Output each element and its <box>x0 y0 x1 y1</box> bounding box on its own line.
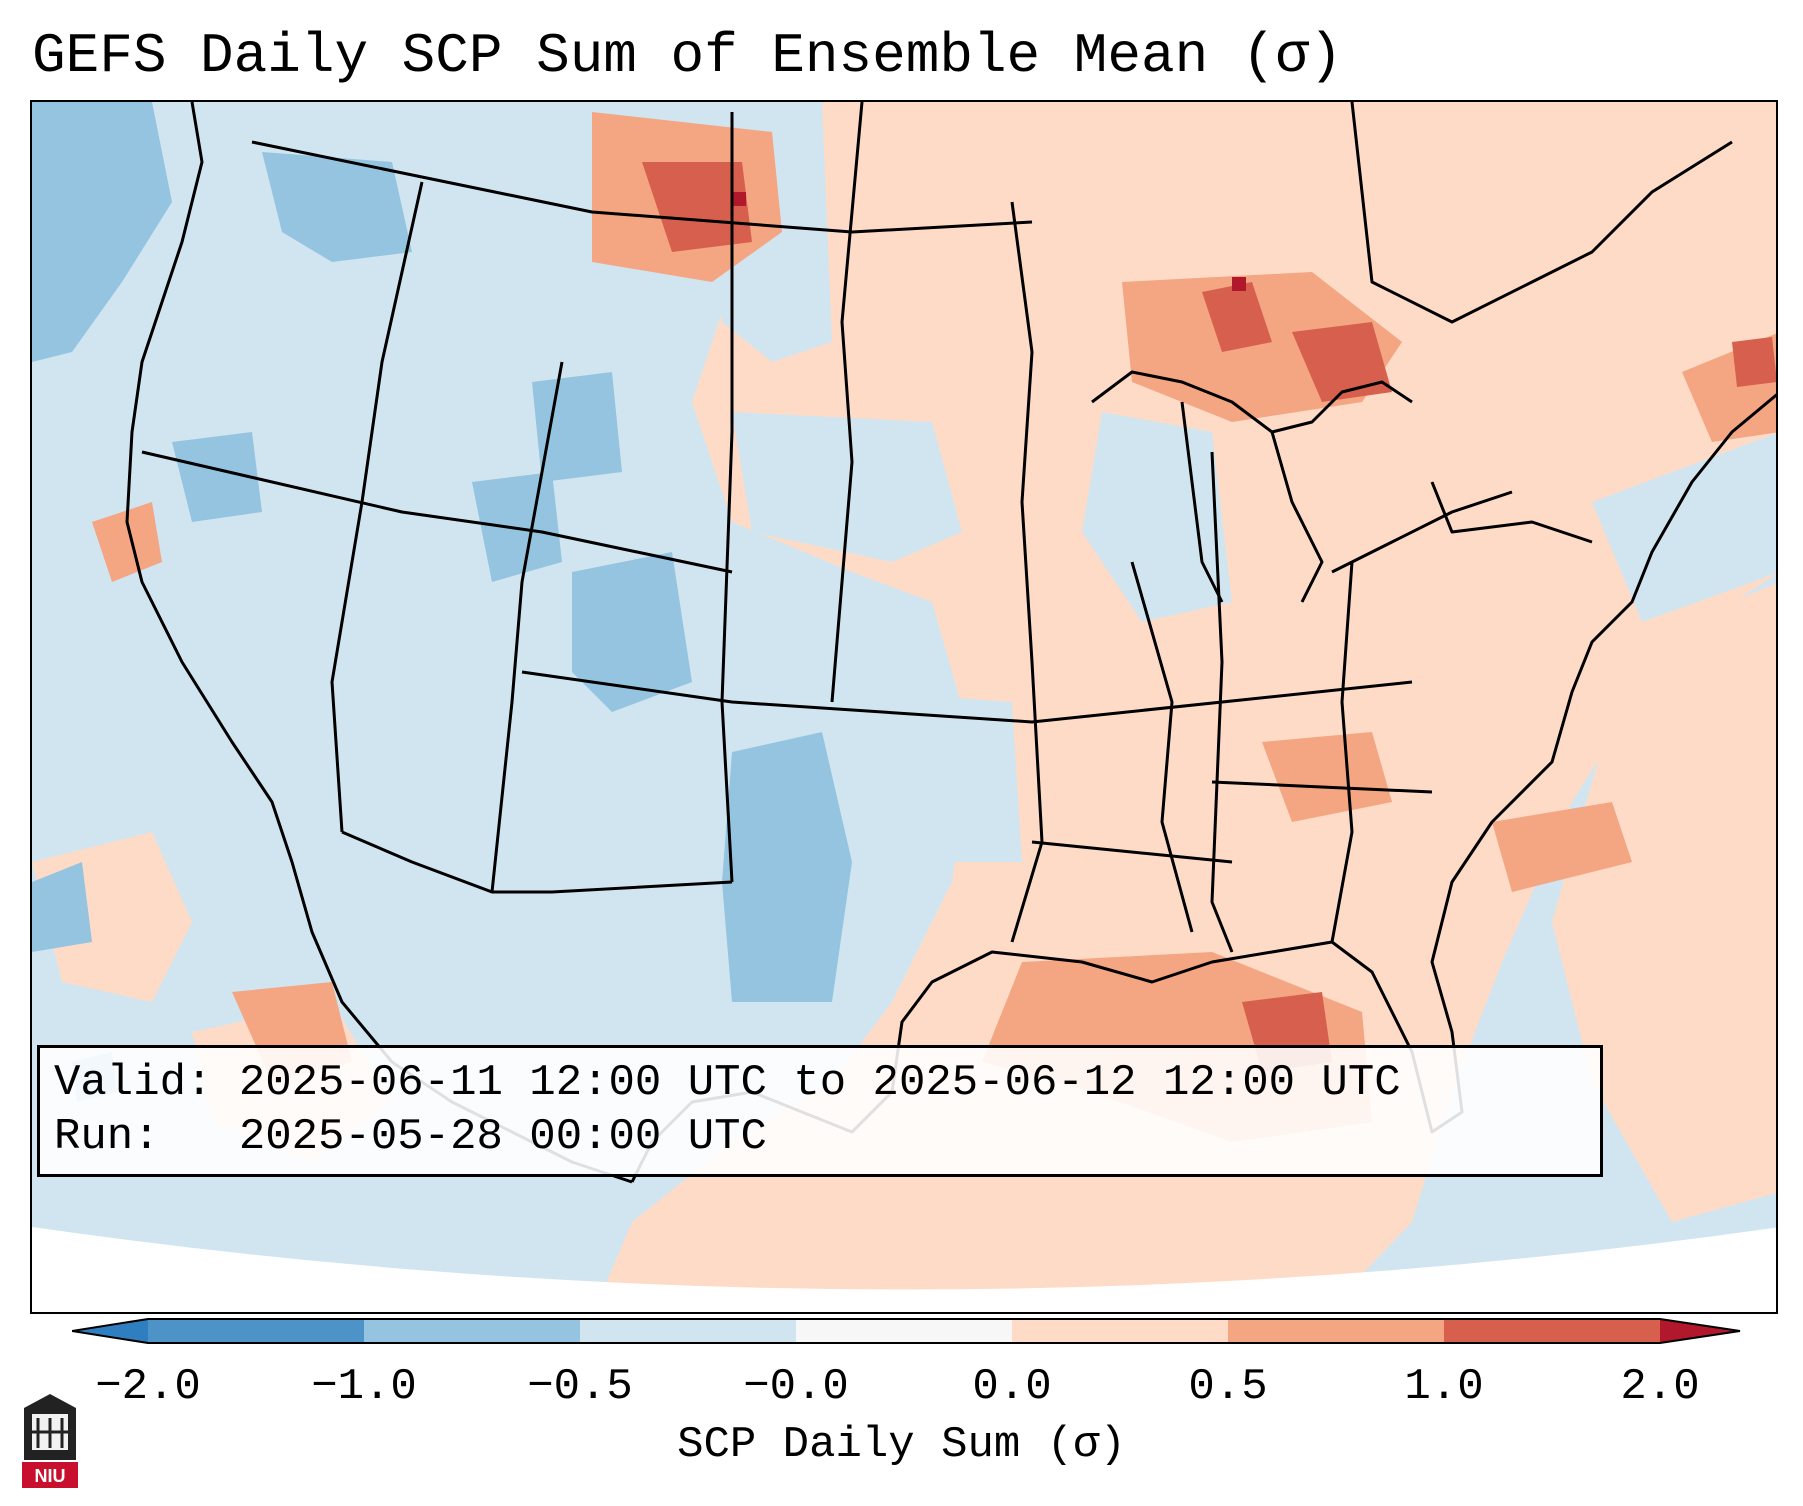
colorbar <box>72 1318 1741 1344</box>
colorbar-tick-label: −2.0 <box>95 1362 201 1412</box>
projection-edge <box>32 1227 1776 1312</box>
logo-text: NIU <box>35 1466 66 1486</box>
colorbar-bin-2 <box>364 1319 580 1343</box>
colorbar-tick-label: 2.0 <box>1620 1362 1700 1412</box>
colorbar-bin-6 <box>1228 1319 1444 1343</box>
info-box: Valid: 2025-06-11 12:00 UTC to 2025-06-1… <box>37 1045 1603 1177</box>
colorbar-bin-7 <box>1444 1319 1660 1343</box>
niu-logo: NIU <box>22 1394 78 1488</box>
colorbar-extend-low <box>72 1319 148 1343</box>
run-label: Run: <box>54 1112 213 1162</box>
valid-line: Valid: 2025-06-11 12:00 UTC to 2025-06-1… <box>54 1056 1586 1110</box>
colorbar-title: SCP Daily Sum (σ) <box>677 1420 1126 1470</box>
colorbar-tick-label: −0.5 <box>527 1362 633 1412</box>
logo-badge <box>22 1462 78 1488</box>
colorbar-tick-label: −0.0 <box>743 1362 849 1412</box>
valid-label: Valid: <box>54 1058 213 1108</box>
colorbar-outline <box>72 1318 1741 1344</box>
colorbar-bin-5 <box>1012 1319 1228 1343</box>
colorbar-bin-4 <box>796 1319 1012 1343</box>
page-title: GEFS Daily SCP Sum of Ensemble Mean (σ) <box>32 24 1343 88</box>
colorbar-tick-label: 0.0 <box>972 1362 1052 1412</box>
colorbar-tick-label: 0.5 <box>1188 1362 1268 1412</box>
colorbar-bin-1 <box>148 1319 364 1343</box>
colorbar-extend-high <box>1660 1319 1740 1343</box>
run-line: Run: 2025-05-28 00:00 UTC <box>54 1110 1586 1164</box>
colorbar-tick-label: 1.0 <box>1404 1362 1484 1412</box>
valid-value: 2025-06-11 12:00 UTC to 2025-06-12 12:00… <box>238 1058 1401 1108</box>
coastline-and-borders <box>125 102 1776 1184</box>
colorbar-bin-3 <box>580 1319 796 1343</box>
run-value: 2025-05-28 00:00 UTC <box>238 1112 767 1162</box>
colorbar-tick-label: −1.0 <box>311 1362 417 1412</box>
